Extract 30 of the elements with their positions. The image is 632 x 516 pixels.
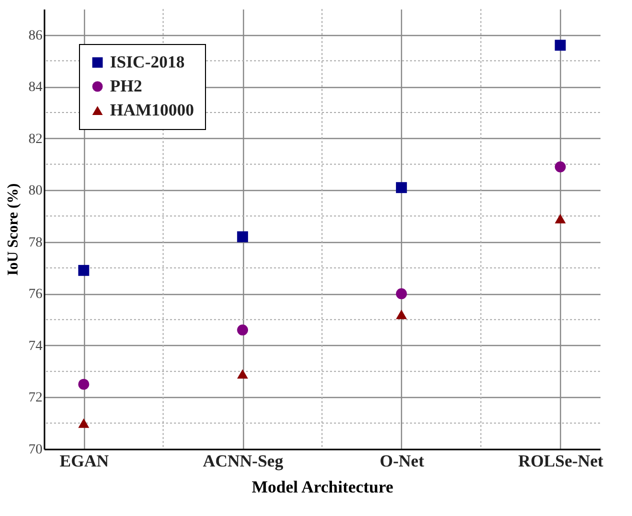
y-tick-label: 84 [28,80,42,96]
point [78,378,90,390]
y-tick-label: 70 [28,442,42,458]
point [237,324,248,336]
y-tick-label: 82 [28,132,42,147]
y-tick-label: 86 [28,28,42,44]
y-tick-label: 72 [28,390,42,406]
x-tick-label: EGAN [60,452,110,470]
x-tick-label: O-Net [380,452,424,470]
legend-label: HAM10000 [110,100,194,120]
point [554,214,566,224]
point [237,369,248,379]
point [554,40,566,51]
point [554,161,566,172]
y-tick-label: 76 [28,287,42,302]
y-tick-label: 78 [28,235,42,250]
point [78,418,90,428]
x-tick-label: ACNN-Seg [202,452,284,470]
point [237,231,248,242]
y-tick-label: 74 [28,338,42,354]
legend-label: ISIC-2018 [110,52,185,72]
point [396,182,407,194]
x-axis-title: Model Architecture [252,478,394,496]
y-axis-title: IoU Score (%) [6,183,22,276]
y-tick-label: 80 [28,184,42,199]
point [396,288,407,300]
point [78,264,90,276]
point [396,310,407,320]
legend-label: PH2 [110,76,142,96]
x-tick-label: ROLSe-Net [518,452,604,470]
